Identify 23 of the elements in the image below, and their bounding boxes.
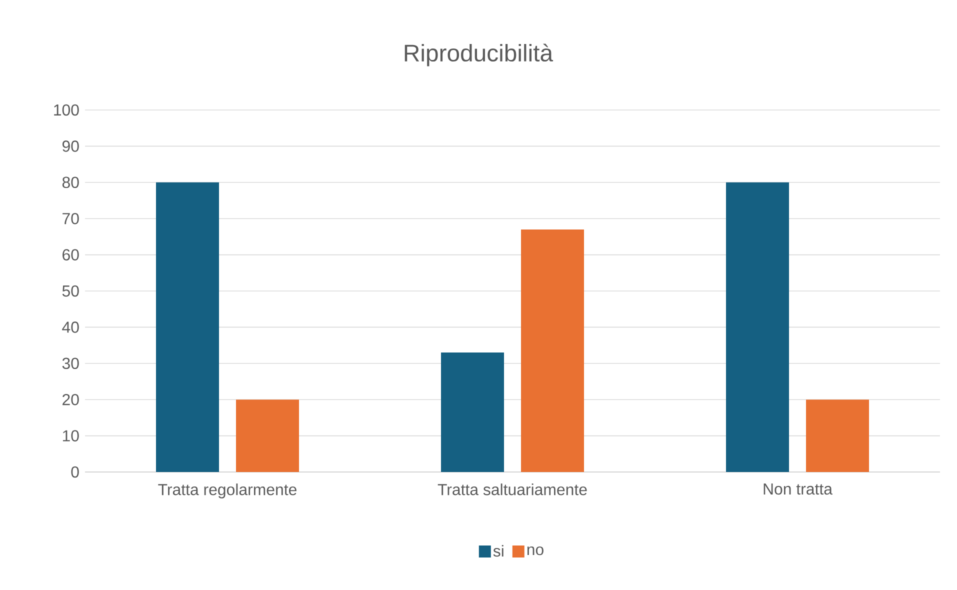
bar (806, 400, 870, 472)
y-tick-label: 0 (71, 466, 79, 478)
x-tick-label: Non tratta (764, 484, 832, 495)
y-tick-label: 30 (62, 358, 79, 370)
bar (236, 400, 300, 472)
y-tick-label: 90 (62, 140, 79, 152)
y-tick-label: 60 (62, 249, 79, 260)
legend-label: si (493, 544, 504, 557)
x-tick-label: Tratta regolarmente (158, 484, 296, 498)
bar (521, 229, 584, 472)
bar (156, 182, 220, 472)
y-tick-label: 100 (54, 104, 79, 116)
y-tick-label: 10 (62, 430, 79, 442)
bar (726, 182, 790, 472)
x-tick-label: Tratta saltuariamente (438, 484, 587, 496)
legend-label: no (527, 546, 544, 556)
bar (441, 352, 504, 472)
y-tick-label: 40 (62, 322, 79, 333)
chart-title: Riproducibilità (404, 44, 554, 66)
y-tick-label: 50 (62, 285, 79, 297)
y-tick-label: 70 (62, 212, 79, 224)
y-tick-label: 20 (62, 394, 79, 406)
y-tick-label: 80 (62, 176, 79, 188)
